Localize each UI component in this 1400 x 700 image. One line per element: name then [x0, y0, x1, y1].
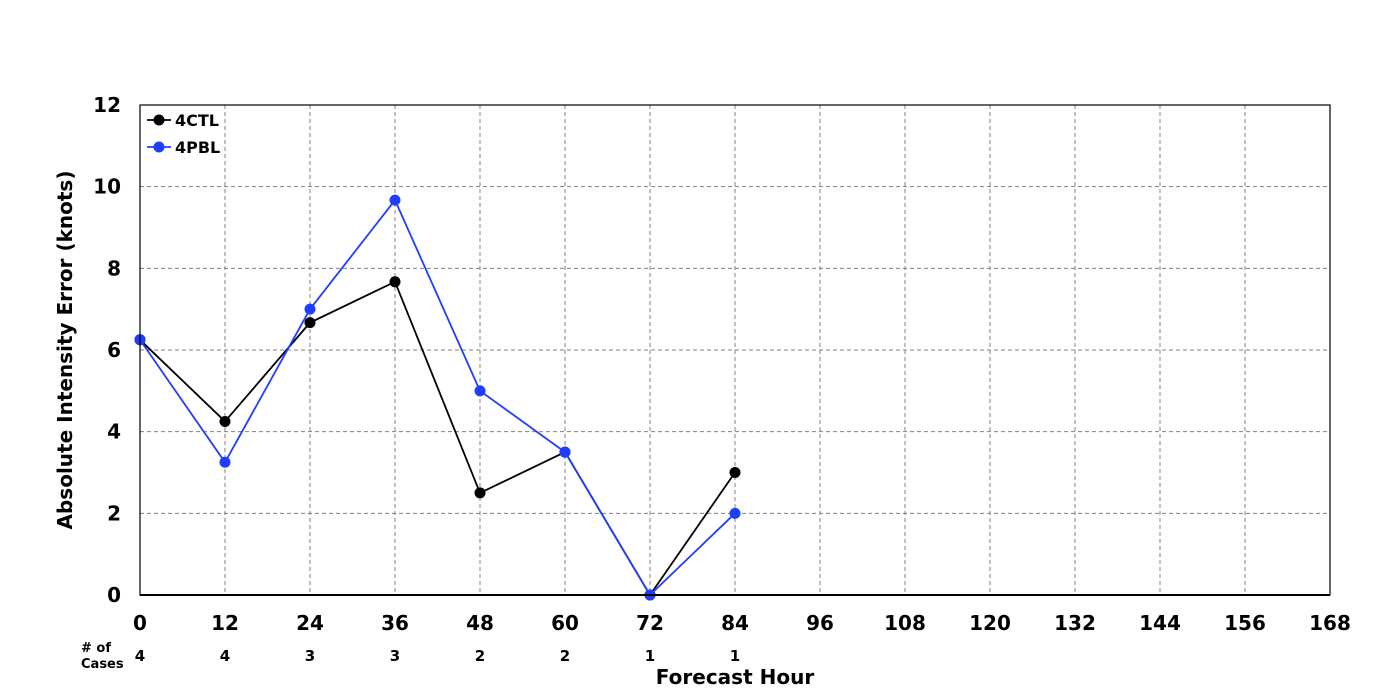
x-tick-label: 0 [133, 611, 147, 635]
y-tick-label: 10 [93, 175, 121, 199]
y-tick-label: 0 [107, 583, 121, 607]
data-point-4pbl [219, 456, 231, 468]
x-tick-label: 168 [1309, 611, 1351, 635]
grid [140, 105, 1330, 595]
series-layer [134, 194, 741, 601]
x-tick-label: 156 [1224, 611, 1266, 635]
series-line-4pbl [139, 198, 736, 597]
case-count: 3 [390, 647, 400, 665]
case-count: 1 [730, 647, 740, 665]
legend-swatch-marker [153, 114, 165, 126]
x-tick-label: 84 [721, 611, 749, 635]
series-line-4ctl [139, 280, 736, 597]
x-tick-label: 24 [296, 611, 324, 635]
x-tick-label: 120 [969, 611, 1011, 635]
x-tick-label: 60 [551, 611, 579, 635]
y-tick-labels: 0 2 4 6 8 10 12 [93, 93, 121, 607]
case-count: 3 [305, 647, 315, 665]
case-count: 1 [645, 647, 655, 665]
x-tick-label: 144 [1139, 611, 1181, 635]
data-point-4pbl [304, 303, 316, 315]
case-count: 4 [220, 647, 230, 665]
x-tick-label: 36 [381, 611, 409, 635]
x-tick-label: 48 [466, 611, 494, 635]
data-point-4ctl [304, 317, 316, 329]
x-tick-label: 108 [884, 611, 926, 635]
y-tick-label: 12 [93, 93, 121, 117]
data-point-4ctl [729, 467, 741, 478]
data-point-4pbl [474, 385, 486, 397]
legend: 4CTL 4PBL [147, 111, 220, 157]
x-tick-labels: 0 12 24 36 48 60 72 84 96 108 120 132 144 156 168 [133, 611, 1351, 635]
y-tick-label: 6 [107, 338, 121, 362]
y-tick-label: 4 [107, 420, 121, 444]
data-point-4ctl [474, 487, 486, 499]
legend-swatch-marker [153, 141, 165, 153]
x-tick-label: 72 [636, 611, 664, 635]
data-point-4pbl [559, 446, 571, 458]
x-tick-label: 132 [1054, 611, 1096, 635]
data-point-4ctl [389, 276, 401, 288]
cases-label-line2: Cases [81, 657, 124, 672]
legend-label: 4CTL [175, 111, 219, 130]
x-tick-label: 96 [806, 611, 834, 635]
y-axis-label: Absolute Intensity Error (knots) [53, 171, 77, 530]
x-axis-label: Forecast Hour [656, 665, 815, 689]
data-point-4ctl [219, 415, 231, 427]
y-tick-label: 2 [107, 501, 121, 525]
data-point-4pbl [729, 507, 741, 519]
cases-label-line1: # of [81, 641, 111, 656]
case-count: 4 [135, 647, 145, 665]
x-tick-label: 12 [211, 611, 239, 635]
legend-label: 4PBL [175, 138, 220, 157]
y-tick-label: 8 [107, 256, 121, 280]
cases-row: # of Cases 4 4 3 3 2 2 1 1 [81, 641, 740, 672]
case-count: 2 [560, 647, 570, 665]
data-point-4pbl [389, 194, 401, 206]
case-count: 2 [475, 647, 485, 665]
